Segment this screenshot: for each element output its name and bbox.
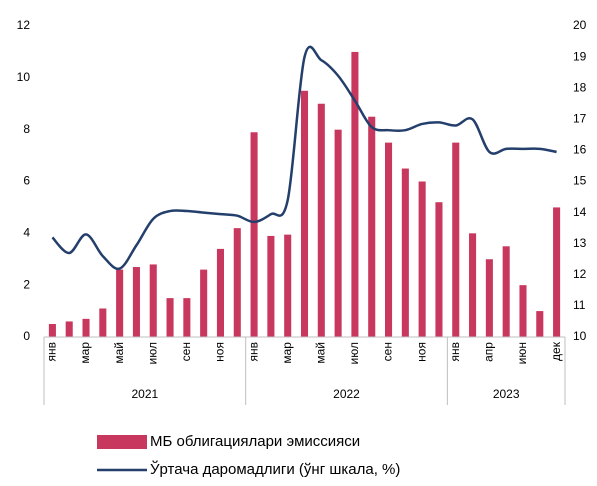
bar	[502, 246, 510, 337]
x-tick-label: май	[313, 342, 327, 364]
y-tick-label: 8	[23, 122, 30, 136]
y2-tick-label: 18	[573, 80, 587, 94]
y2-tick-label: 19	[573, 49, 587, 63]
y-tick-label: 10	[17, 70, 31, 84]
y-tick-label: 6	[23, 174, 30, 188]
x-tick-label: янв	[246, 342, 260, 362]
bar	[385, 142, 393, 337]
x-tick-label: мар	[78, 342, 92, 364]
bar	[233, 228, 241, 337]
y2-tick-label: 15	[573, 174, 587, 188]
group-label: 2023	[493, 387, 520, 401]
bar	[267, 235, 275, 337]
x-tick-label: сен	[381, 342, 395, 361]
x-tick-label: ноя	[213, 342, 227, 362]
bar	[284, 234, 292, 337]
bar	[368, 116, 376, 337]
bar	[65, 321, 73, 337]
bar	[99, 308, 107, 337]
y-tick-label: 4	[23, 226, 30, 240]
legend-swatch	[97, 435, 147, 449]
bar	[452, 142, 460, 337]
y-tick-label: 12	[17, 18, 31, 32]
line	[51, 45, 557, 271]
bar	[48, 324, 56, 337]
bar	[519, 285, 527, 337]
y2-tick-label: 12	[573, 267, 587, 281]
y2-tick-label: 14	[573, 205, 587, 219]
legend-label: Ўртача даромадлиги (ўнг шкала, %)	[150, 460, 400, 478]
bar	[149, 264, 157, 337]
x-tick-label: июн	[515, 342, 529, 364]
x-tick-label: дек	[549, 341, 563, 361]
bar	[334, 129, 342, 337]
x-tick-label: ноя	[414, 342, 428, 362]
group-label: 2022	[333, 387, 360, 401]
y2-tick-label: 13	[573, 236, 587, 250]
bar	[435, 202, 443, 337]
bar	[300, 90, 309, 338]
y2-tick-label: 10	[573, 329, 587, 343]
bar	[250, 132, 258, 337]
x-tick-label: янв	[448, 342, 462, 362]
bar	[116, 269, 124, 337]
y2-tick-label: 16	[573, 143, 587, 157]
legend: МБ облигациялари эмиссияси Ўртача даромад…	[97, 433, 400, 478]
bar	[183, 298, 191, 337]
legend-label: МБ облигациялари эмиссияси	[150, 433, 360, 450]
bar	[216, 248, 224, 337]
bar	[132, 267, 140, 337]
group-label: 2021	[131, 387, 158, 401]
bar	[469, 233, 477, 337]
x-tick-label: сен	[179, 342, 193, 361]
bar	[553, 207, 561, 337]
y2-tick-label: 20	[573, 18, 587, 32]
y-tick-label: 2	[23, 277, 30, 291]
bar	[166, 298, 174, 337]
x-tick-label: июл	[145, 342, 159, 364]
bar	[200, 269, 208, 337]
bar	[536, 311, 544, 337]
x-tick-label: апр	[482, 342, 496, 362]
y-tick-label: 0	[23, 329, 30, 343]
bar	[401, 168, 409, 337]
bar	[351, 51, 359, 338]
bar	[82, 318, 90, 337]
x-tick-label: май	[112, 342, 126, 364]
x-tick-label: мар	[280, 342, 294, 364]
bar	[418, 181, 426, 337]
y2-tick-label: 11	[573, 298, 586, 312]
y2-tick-label: 17	[573, 111, 587, 125]
x-tick-label: янв	[45, 342, 59, 362]
bar	[485, 259, 493, 337]
x-tick-label: июл	[347, 342, 361, 364]
bar	[317, 103, 325, 337]
